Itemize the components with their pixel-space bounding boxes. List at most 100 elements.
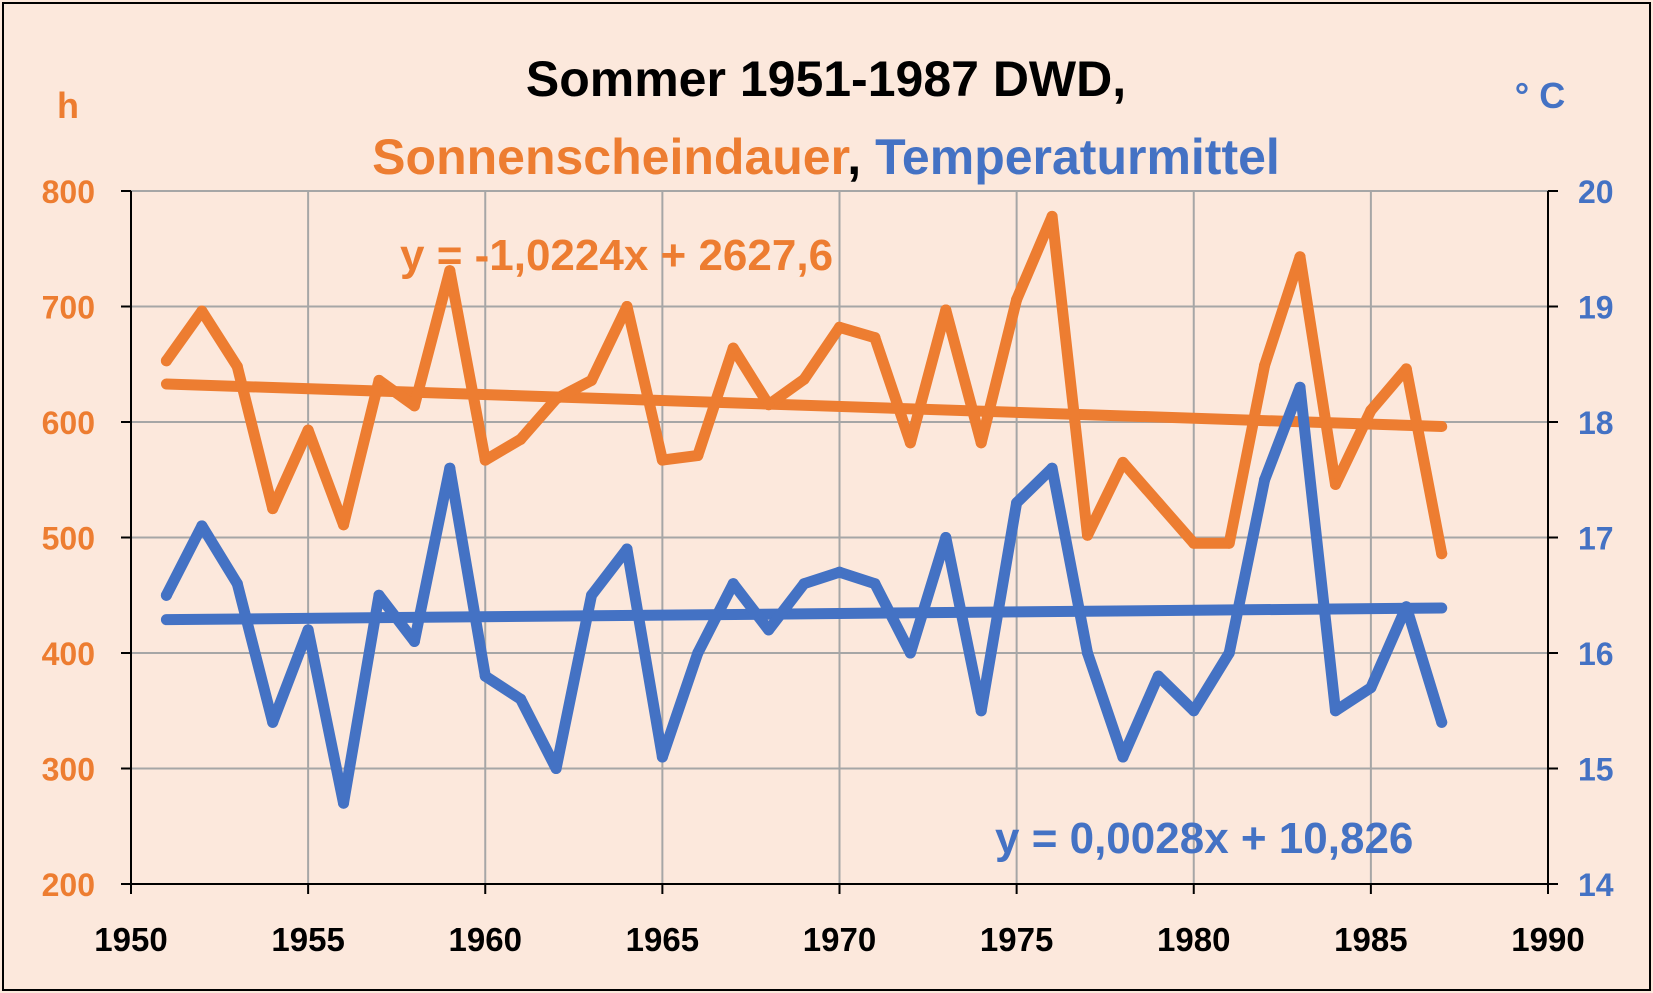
data-point-sunshine [1152, 497, 1164, 509]
y-left-unit-label: h [57, 85, 79, 126]
data-point-temperature [975, 705, 987, 717]
subtitle-separator: , [847, 129, 875, 185]
data-point-sunshine [621, 301, 633, 312]
data-point-sunshine [727, 342, 739, 354]
data-point-temperature [904, 647, 916, 659]
data-point-sunshine [479, 454, 491, 466]
data-point-temperature [1436, 716, 1448, 728]
data-point-temperature [1117, 751, 1129, 763]
data-point-sunshine [834, 321, 845, 333]
y-left-tick-label: 300 [42, 752, 95, 788]
data-point-sunshine [408, 400, 420, 412]
data-point-temperature [1046, 462, 1058, 474]
data-point-temperature [231, 578, 243, 590]
chart-title: Sommer 1951-1987 DWD, [526, 51, 1126, 107]
axes [121, 190, 1558, 894]
data-point-temperature [1011, 497, 1023, 509]
data-point-sunshine [904, 437, 916, 449]
data-point-temperature [1365, 682, 1377, 694]
data-point-sunshine [1223, 537, 1235, 549]
y-right-tick-label: 14 [1578, 867, 1614, 903]
x-tick-label: 1955 [271, 921, 344, 958]
data-point-sunshine [1011, 294, 1023, 306]
x-tick-label: 1990 [1511, 921, 1584, 958]
data-point-sunshine [302, 424, 314, 436]
data-series [160, 210, 1448, 809]
data-point-temperature [656, 751, 668, 763]
data-point-temperature [834, 566, 845, 578]
data-point-temperature [763, 624, 775, 636]
data-point-sunshine [338, 519, 350, 531]
x-tick-label: 1950 [94, 921, 167, 958]
y-left-tick-label: 800 [42, 174, 95, 210]
y-left-tick-label: 200 [42, 867, 95, 903]
data-point-sunshine [798, 373, 810, 385]
x-tick-label: 1960 [449, 921, 522, 958]
data-point-temperature [940, 532, 952, 543]
data-point-sunshine [1081, 529, 1093, 541]
subtitle-sunshine: Sonnenscheindauer [372, 129, 849, 185]
data-point-temperature [1400, 601, 1412, 613]
data-point-sunshine [586, 374, 598, 386]
y-left-tick-label: 700 [42, 290, 95, 326]
data-point-temperature [1152, 670, 1164, 682]
data-point-sunshine [160, 355, 172, 367]
subtitle-temperature: Temperaturmittel [875, 129, 1280, 185]
data-point-sunshine [550, 393, 562, 405]
data-point-sunshine [267, 503, 279, 515]
data-point-temperature [1081, 647, 1093, 659]
data-point-sunshine [196, 305, 208, 317]
data-point-sunshine [1436, 548, 1448, 560]
data-point-temperature [798, 578, 810, 590]
data-point-temperature [1294, 381, 1306, 393]
chart-subtitle: Sonnenscheindauer, Temperaturmittel [372, 129, 1280, 185]
data-point-sunshine [975, 437, 987, 449]
data-point-sunshine [373, 374, 385, 386]
data-point-temperature [160, 589, 172, 601]
data-point-temperature [727, 578, 739, 590]
data-point-sunshine [1046, 210, 1058, 222]
data-point-temperature [1259, 474, 1271, 486]
tick-labels: 1950 1955 1960 1965 1970 1975 1980 1985 1990 200 3… [42, 174, 1614, 958]
y-right-tick-label: 16 [1578, 636, 1614, 672]
data-point-sunshine [763, 399, 775, 411]
x-tick-label: 1975 [980, 921, 1053, 958]
data-point-temperature [373, 589, 385, 601]
data-point-temperature [267, 716, 279, 728]
data-point-sunshine [1259, 359, 1271, 371]
y-right-tick-label: 19 [1578, 290, 1614, 326]
data-point-temperature [1188, 705, 1200, 717]
data-point-sunshine [940, 304, 952, 316]
data-point-sunshine [1117, 456, 1129, 468]
y-right-tick-label: 17 [1578, 521, 1614, 557]
y-right-tick-label: 15 [1578, 752, 1614, 788]
data-point-sunshine [869, 332, 881, 344]
data-point-temperature [408, 635, 420, 647]
data-point-temperature [302, 624, 314, 636]
data-point-temperature [621, 543, 633, 555]
data-point-sunshine [444, 265, 456, 277]
data-point-sunshine [692, 449, 704, 461]
data-point-temperature [515, 693, 527, 705]
data-point-temperature [479, 670, 491, 682]
x-tick-label: 1970 [803, 921, 876, 958]
y-left-tick-label: 400 [42, 636, 95, 672]
x-tick-label: 1965 [626, 921, 699, 958]
y-left-tick-label: 500 [42, 521, 95, 557]
data-point-sunshine [1329, 478, 1341, 490]
data-point-sunshine [1400, 363, 1412, 375]
y-left-tick-label: 600 [42, 405, 95, 441]
data-point-sunshine [1365, 404, 1377, 416]
trendline-temperature [160, 602, 1448, 626]
data-point-temperature [444, 462, 456, 474]
trend-equation-sunshine: y = -1,0224x + 2627,6 [400, 231, 833, 280]
x-tick-label: 1980 [1157, 921, 1230, 958]
y-right-tick-label: 20 [1578, 174, 1614, 210]
data-point-temperature [1223, 647, 1235, 659]
y-right-tick-label: 18 [1578, 405, 1614, 441]
data-point-temperature [338, 797, 350, 809]
data-point-sunshine [1188, 537, 1200, 549]
data-point-temperature [550, 763, 562, 774]
data-point-sunshine [1294, 251, 1306, 263]
